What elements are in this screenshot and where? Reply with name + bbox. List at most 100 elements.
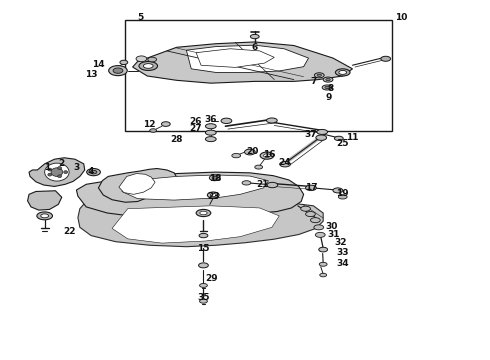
Ellipse shape (260, 152, 274, 159)
Text: 25: 25 (337, 139, 349, 148)
Circle shape (45, 163, 69, 181)
Ellipse shape (316, 135, 327, 140)
Text: 21: 21 (256, 180, 269, 189)
Ellipse shape (148, 57, 157, 62)
Ellipse shape (199, 233, 208, 238)
Text: 23: 23 (207, 192, 220, 201)
Text: 11: 11 (346, 133, 359, 142)
Text: 14: 14 (92, 60, 105, 69)
Text: 22: 22 (63, 228, 75, 237)
Text: 4: 4 (88, 167, 94, 176)
Ellipse shape (338, 195, 347, 199)
Polygon shape (186, 45, 309, 72)
Text: 9: 9 (326, 93, 332, 102)
Text: 24: 24 (278, 158, 291, 167)
Ellipse shape (339, 71, 346, 75)
Ellipse shape (326, 78, 330, 81)
Polygon shape (196, 49, 274, 67)
Text: 19: 19 (337, 189, 349, 198)
Ellipse shape (320, 273, 327, 277)
Text: 15: 15 (197, 244, 210, 253)
Text: 26: 26 (189, 117, 201, 126)
Ellipse shape (199, 283, 207, 287)
Ellipse shape (113, 68, 123, 73)
Ellipse shape (212, 176, 218, 179)
Circle shape (48, 168, 52, 171)
Ellipse shape (280, 162, 291, 167)
Ellipse shape (120, 60, 128, 64)
Text: 3: 3 (74, 163, 79, 172)
Ellipse shape (205, 124, 216, 129)
Ellipse shape (333, 188, 343, 193)
Text: 2: 2 (59, 159, 65, 168)
Text: 27: 27 (189, 124, 201, 133)
Ellipse shape (255, 165, 263, 169)
Text: 17: 17 (305, 183, 318, 192)
Text: 8: 8 (327, 84, 334, 93)
Text: 29: 29 (205, 274, 218, 283)
Ellipse shape (322, 85, 332, 90)
Ellipse shape (264, 154, 270, 157)
Ellipse shape (306, 212, 316, 217)
Text: 35: 35 (197, 293, 210, 302)
Circle shape (48, 173, 52, 176)
Text: 33: 33 (337, 248, 349, 257)
Ellipse shape (109, 66, 127, 76)
Ellipse shape (245, 149, 255, 155)
Circle shape (58, 175, 62, 177)
Text: 1: 1 (44, 163, 50, 172)
Text: 31: 31 (328, 230, 340, 239)
Bar (125, 21, 392, 131)
Ellipse shape (301, 206, 311, 211)
Text: 34: 34 (337, 259, 349, 268)
Polygon shape (76, 172, 304, 218)
Text: 28: 28 (171, 135, 183, 144)
Ellipse shape (200, 211, 207, 215)
Ellipse shape (210, 193, 216, 197)
Ellipse shape (232, 153, 241, 158)
Text: 6: 6 (252, 43, 258, 52)
Ellipse shape (136, 56, 147, 62)
Ellipse shape (87, 168, 100, 176)
Ellipse shape (209, 175, 220, 181)
Text: 20: 20 (246, 147, 259, 156)
Ellipse shape (334, 136, 343, 140)
Text: 37: 37 (305, 130, 318, 139)
Text: 5: 5 (137, 13, 143, 22)
Ellipse shape (316, 232, 325, 237)
Ellipse shape (161, 122, 170, 126)
Ellipse shape (319, 247, 328, 252)
Polygon shape (119, 174, 155, 194)
Text: 36: 36 (204, 114, 217, 123)
Text: 10: 10 (395, 13, 408, 22)
Ellipse shape (41, 214, 49, 218)
Ellipse shape (90, 170, 97, 174)
Ellipse shape (242, 181, 251, 185)
Text: 7: 7 (310, 77, 317, 86)
Ellipse shape (306, 185, 317, 190)
Ellipse shape (196, 210, 211, 217)
Ellipse shape (37, 212, 52, 220)
Polygon shape (133, 42, 352, 83)
Polygon shape (78, 202, 323, 247)
Ellipse shape (207, 192, 219, 198)
Ellipse shape (317, 130, 328, 134)
Text: 13: 13 (85, 70, 98, 79)
Ellipse shape (314, 225, 324, 230)
Text: 32: 32 (334, 238, 346, 247)
Ellipse shape (325, 86, 329, 89)
Text: 16: 16 (263, 150, 276, 159)
Ellipse shape (144, 64, 153, 68)
Polygon shape (112, 206, 279, 243)
Polygon shape (122, 175, 269, 200)
Ellipse shape (250, 35, 259, 39)
Ellipse shape (323, 77, 333, 82)
Ellipse shape (199, 299, 207, 303)
Ellipse shape (311, 218, 320, 223)
Ellipse shape (139, 62, 158, 71)
Text: 18: 18 (209, 174, 222, 183)
Ellipse shape (267, 182, 278, 188)
Ellipse shape (150, 129, 157, 132)
Text: 30: 30 (326, 222, 338, 231)
Ellipse shape (319, 262, 327, 266)
